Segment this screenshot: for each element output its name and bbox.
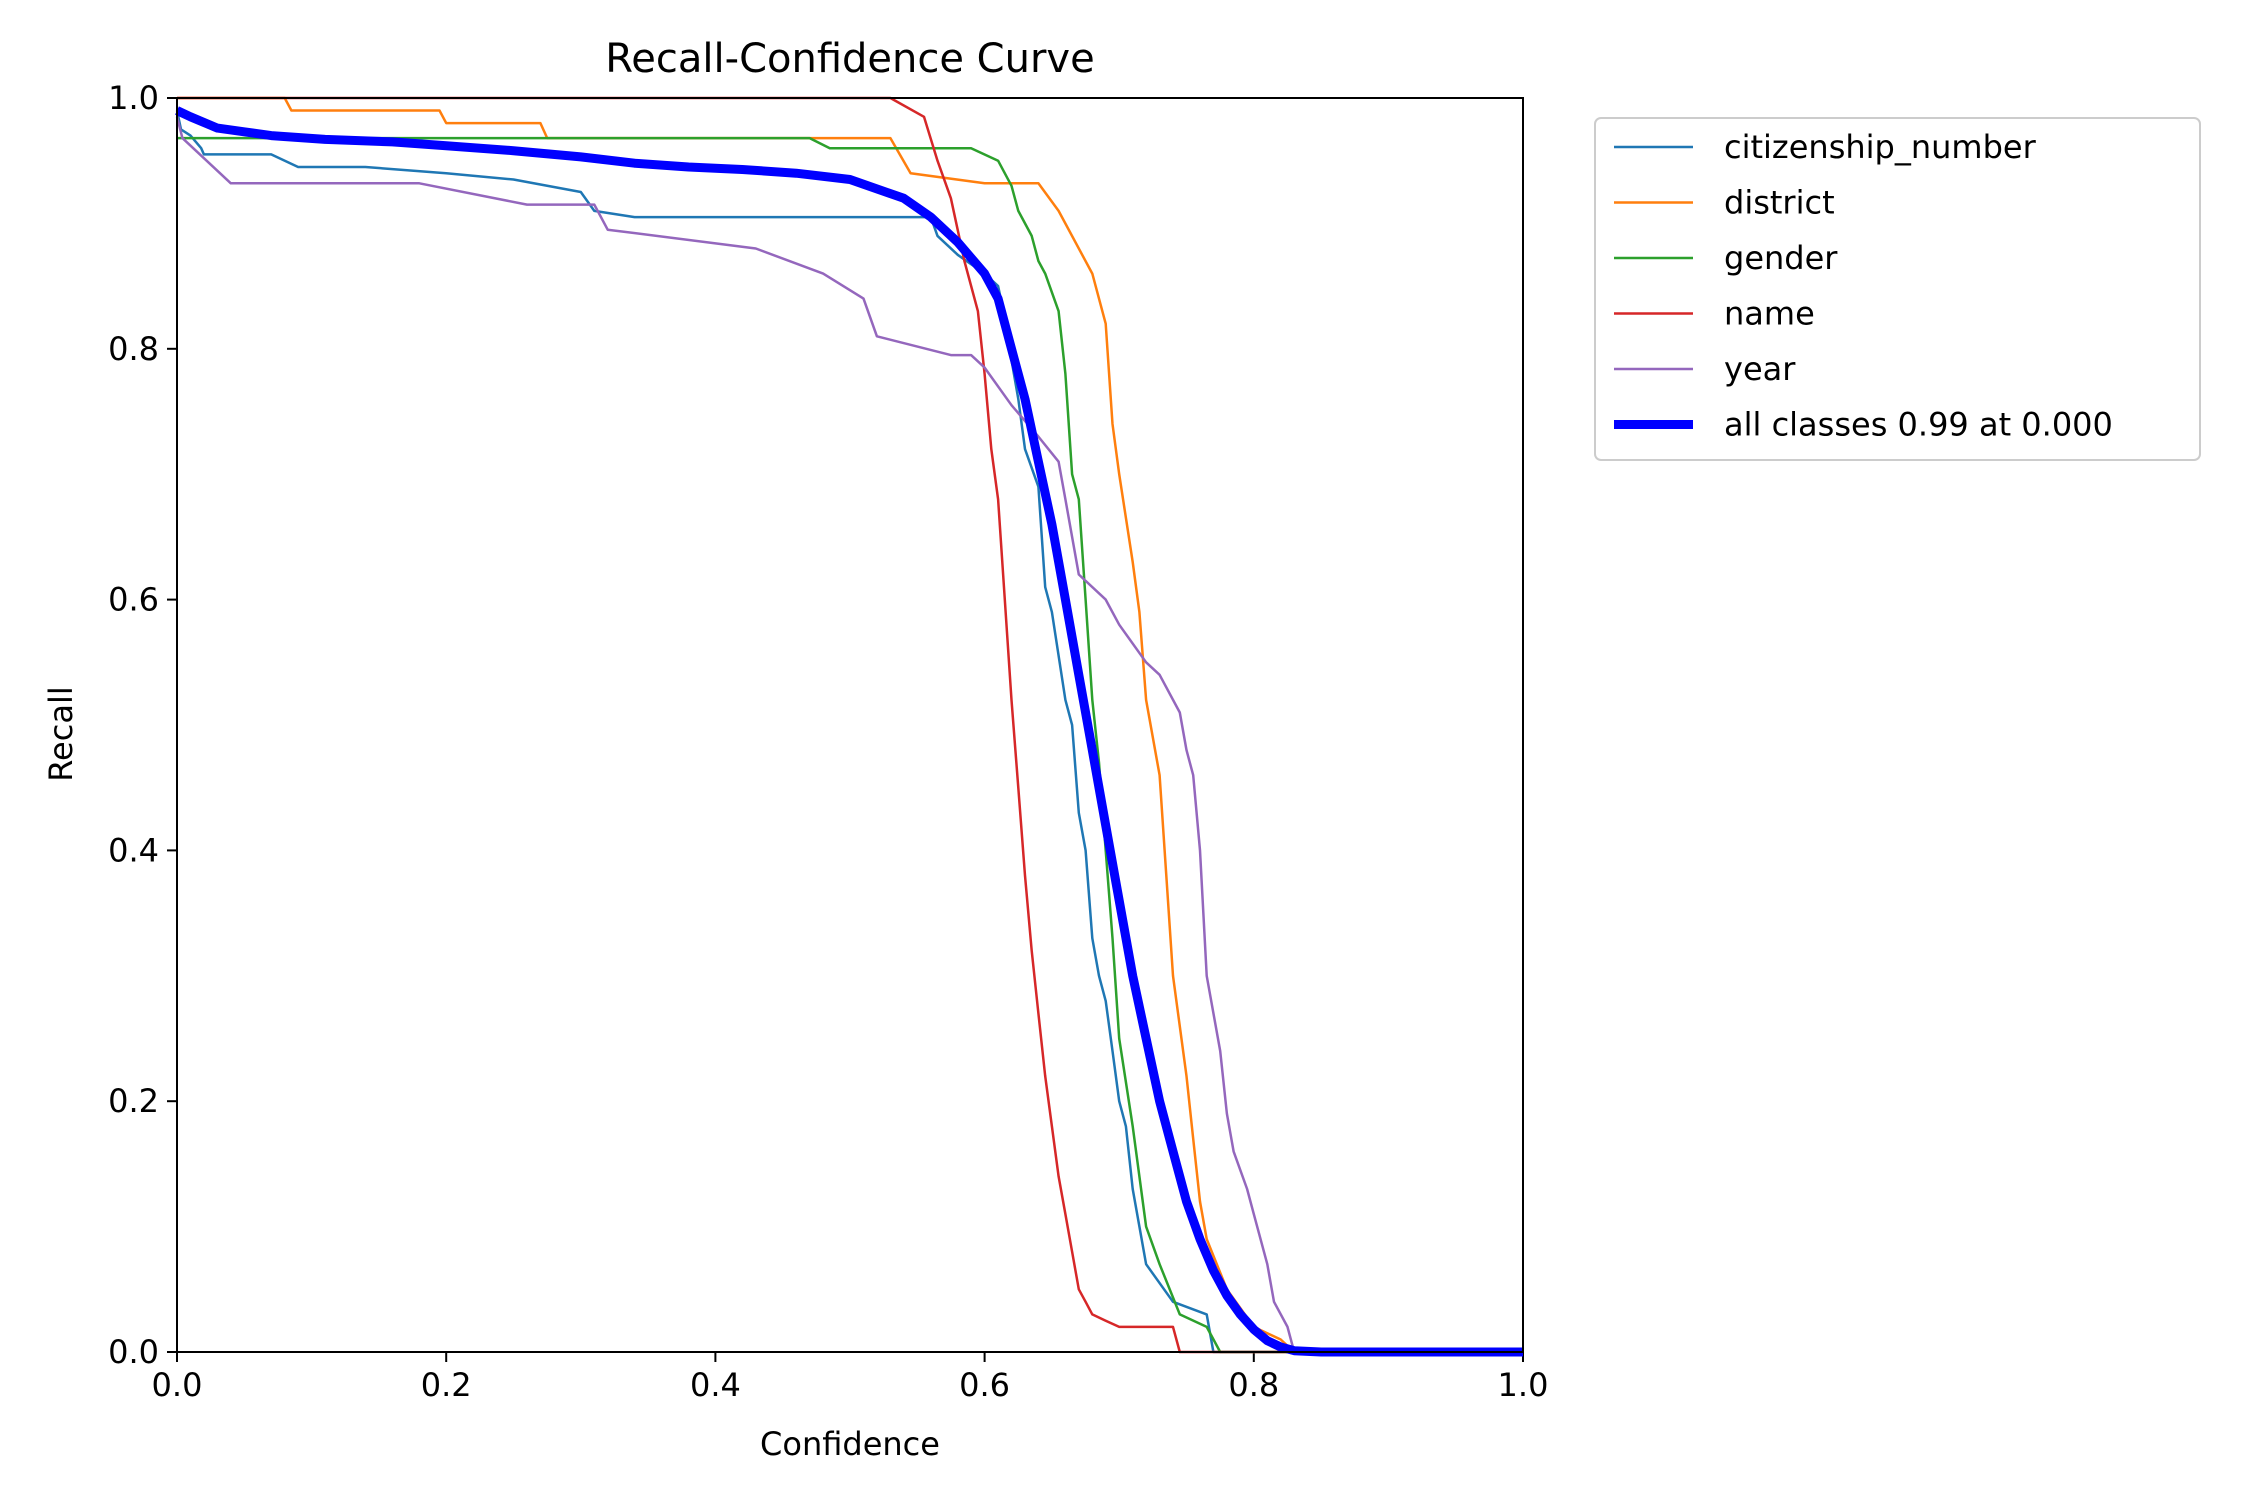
x-tick-label: 0.8 — [1228, 1366, 1279, 1404]
legend-label-year: year — [1724, 350, 1796, 388]
x-tick-label: 0.4 — [690, 1366, 741, 1404]
series-line-citizenship-number — [175, 110, 1523, 1354]
series-line-all-classes-0-99-at-0-000 — [175, 106, 1523, 1357]
series-line-district — [177, 96, 1523, 1354]
axes-frame — [176, 97, 1524, 1353]
x-tick-label: 0.6 — [959, 1366, 1010, 1404]
axis-ticks: 0.0 0.2 0.4 0.6 0.8 1.0 0.0 0.2 0.4 0.6 0.8 1.0 — [108, 79, 1548, 1404]
x-tick-label: 0.0 — [152, 1366, 203, 1404]
y-tick-label: 1.0 — [108, 79, 159, 117]
series-line-gender — [177, 136, 1523, 1354]
x-axis-label: Confidence — [760, 1425, 940, 1463]
y-tick-label: 0.0 — [108, 1333, 159, 1371]
legend-box — [1594, 117, 2201, 461]
y-tick-label: 0.2 — [108, 1082, 159, 1120]
y-axis-label: Recall — [42, 686, 80, 781]
plot-area — [175, 96, 1524, 1357]
legend-label-gender: gender — [1724, 239, 1838, 277]
series-lines — [175, 96, 1523, 1357]
y-tick-label: 0.4 — [108, 831, 159, 869]
legend-label-all-classes-0-99-at-0-000: all classes 0.99 at 0.000 — [1724, 406, 2113, 444]
x-tick-label: 1.0 — [1498, 1366, 1549, 1404]
x-tick-label: 0.2 — [421, 1366, 472, 1404]
y-tick-label: 0.8 — [108, 330, 159, 368]
chart-title: Recall-Confidence Curve — [605, 36, 1094, 82]
legend-label-name: name — [1724, 295, 1815, 333]
legend: citizenship_number district gender name year… — [1594, 117, 2201, 461]
y-tick-label: 0.6 — [108, 581, 159, 619]
series-line-year — [175, 116, 1523, 1354]
legend-items: citizenship_number district gender name year… — [1614, 128, 2113, 444]
legend-label-district: district — [1724, 184, 1835, 222]
legend-label-citizenship-number: citizenship_number — [1724, 128, 2037, 166]
